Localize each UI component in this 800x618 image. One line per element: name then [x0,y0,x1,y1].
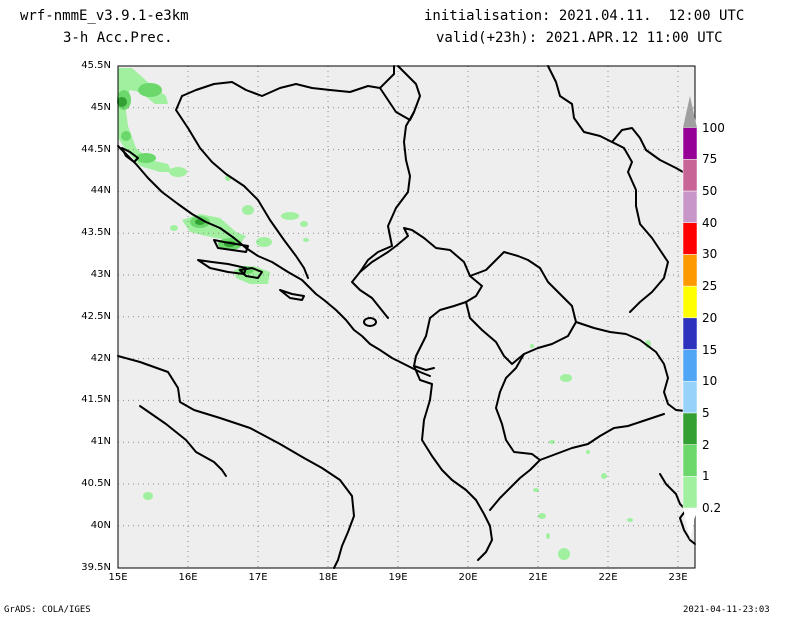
colorbar-level-label: 0.2 [702,501,722,515]
model-title: wrf-nmmE_v3.9.1-e3km [20,8,189,24]
lon-label: 19E [388,572,408,583]
colorbar-swatch [682,412,698,445]
colorbar-swatch [682,317,698,350]
lat-label: 42N [90,352,111,364]
coastlines-borders [117,65,696,569]
lat-label: 42.5N [81,310,111,322]
colorbar-level-label: 10 [702,374,718,389]
colorbar [682,95,698,540]
lat-label: 41.5N [81,394,111,406]
precip-patches [117,68,651,560]
lon-label: 22E [598,572,618,583]
colorbar-level-label: 15 [702,342,718,357]
lat-label: 40N [90,519,111,531]
colorbar-level-label: 1 [702,469,710,484]
colorbar-level-label: 75 [702,152,718,167]
colorbar-swatch [682,380,698,414]
colorbar-level-label: 5 [702,405,710,420]
colorbar-swatch [682,159,698,192]
colorbar-arrow-top [683,95,697,128]
lat-label: 44.5N [81,143,111,155]
lon-label: 20E [458,572,478,583]
colorbar-level-label: 2 [702,437,710,452]
lat-label: 45.5N [81,60,111,71]
lat-label: 44N [90,185,111,197]
colorbar-swatch [682,349,698,382]
lat-label: 39.5N [81,561,111,573]
valid-time: valid(+23h): 2021.APR.12 11:00 UTC [436,30,723,46]
lat-label: 43.5N [81,227,111,239]
lon-label: 15E [108,572,128,583]
colorbar-level-label: 100 [702,120,725,135]
footer-credit: GrADS: COLA/IGES [4,605,91,615]
colorbar-swatch [682,190,698,223]
lon-label: 17E [248,572,268,583]
colorbar-swatch [682,254,698,287]
footer-timestamp: 2021-04-11-23:03 [683,605,770,615]
lat-label: 40.5N [81,478,111,489]
colorbar-swatch [682,127,698,160]
lon-label: 16E [178,572,198,583]
colorbar-swatch [682,222,698,255]
colorbar-swatch [682,476,698,509]
lon-label: 21E [528,572,548,583]
lon-label: 23E [668,572,688,583]
lat-label: 41N [90,436,111,448]
colorbar-arrow-bottom [683,508,697,540]
colorbar-level-label: 50 [702,184,718,198]
init-time: initialisation: 2021.04.11. 12:00 UTC [424,8,745,24]
colorbar-level-label: 30 [702,247,718,262]
colorbar-level-label: 20 [702,310,718,325]
colorbar-level-label: 40 [702,215,718,230]
lat-label: 45N [90,101,111,113]
lat-label: 43N [90,269,111,280]
lon-label: 18E [318,572,338,583]
field-title: 3-h Acc.Prec. [63,30,173,46]
colorbar-swatch [682,444,698,477]
colorbar-swatch [682,285,698,319]
colorbar-level-label: 25 [702,279,718,294]
grid-lines [118,66,695,568]
